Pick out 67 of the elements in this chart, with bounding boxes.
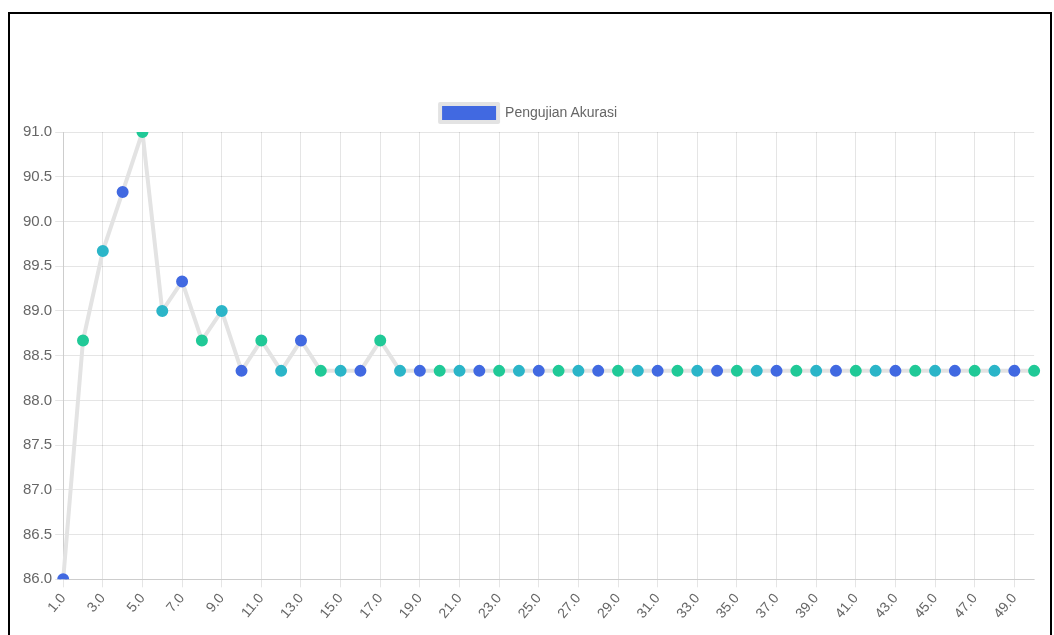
- point: [413, 364, 426, 377]
- point: [255, 334, 268, 347]
- y-tick-label: 87.0: [22, 480, 53, 497]
- point: [532, 364, 545, 377]
- point: [493, 364, 506, 377]
- y-tick-label: 87.5: [22, 435, 53, 453]
- point: [988, 364, 1001, 377]
- y-tick-label: 90.0: [22, 211, 53, 229]
- point: [473, 364, 486, 377]
- x-tick-label: 5.0: [122, 589, 148, 616]
- point: [889, 364, 902, 377]
- point: [374, 334, 387, 347]
- point: [354, 364, 367, 377]
- point: [770, 364, 783, 377]
- point: [909, 364, 922, 377]
- point: [691, 364, 704, 377]
- point: [572, 364, 585, 377]
- y-tick-label: 86.0: [22, 569, 53, 587]
- point: [77, 334, 90, 347]
- point: [394, 364, 407, 377]
- point: [631, 364, 644, 377]
- point: [334, 364, 347, 377]
- point: [552, 364, 565, 377]
- point: [215, 304, 228, 317]
- y-tick-label: 89.5: [22, 256, 53, 274]
- point: [810, 364, 823, 377]
- legend-label: Pengujian Akurasi: [505, 103, 618, 120]
- point: [592, 364, 605, 377]
- y-tick-label: 88.0: [22, 390, 53, 408]
- y-tick-label: 89.0: [22, 301, 53, 319]
- point: [790, 364, 803, 377]
- point: [314, 364, 327, 377]
- point: [948, 364, 961, 377]
- point: [869, 364, 882, 377]
- point: [671, 364, 684, 377]
- point: [96, 244, 109, 257]
- x-tick-label: 1.0: [43, 589, 69, 616]
- point: [116, 185, 129, 198]
- point: [711, 364, 724, 377]
- point: [730, 364, 743, 377]
- point: [453, 364, 466, 377]
- point: [275, 364, 288, 377]
- y-tick-label: 90.5: [22, 166, 53, 184]
- point: [968, 364, 981, 377]
- point: [1008, 364, 1021, 377]
- x-tick-label: 49.0: [989, 589, 1020, 621]
- y-tick-label: 88.5: [22, 345, 53, 363]
- point: [156, 304, 169, 317]
- y-tick-label: 86.5: [22, 524, 53, 542]
- point: [849, 364, 862, 377]
- point: [235, 364, 248, 377]
- point: [651, 364, 664, 377]
- y-tick-label: 91.0: [22, 122, 53, 140]
- point: [750, 364, 763, 377]
- point: [176, 275, 189, 288]
- point: [433, 364, 446, 377]
- point: [929, 364, 942, 377]
- point: [1028, 364, 1041, 377]
- x-tick-label: 45.0: [910, 589, 941, 621]
- point: [195, 334, 208, 347]
- point: [829, 364, 842, 377]
- point: [612, 364, 625, 377]
- x-tick-label: 9.0: [202, 589, 228, 616]
- point: [294, 334, 307, 347]
- point: [512, 364, 525, 377]
- x-tick-label: 7.0: [162, 589, 188, 616]
- x-tick-label: 3.0: [83, 589, 109, 616]
